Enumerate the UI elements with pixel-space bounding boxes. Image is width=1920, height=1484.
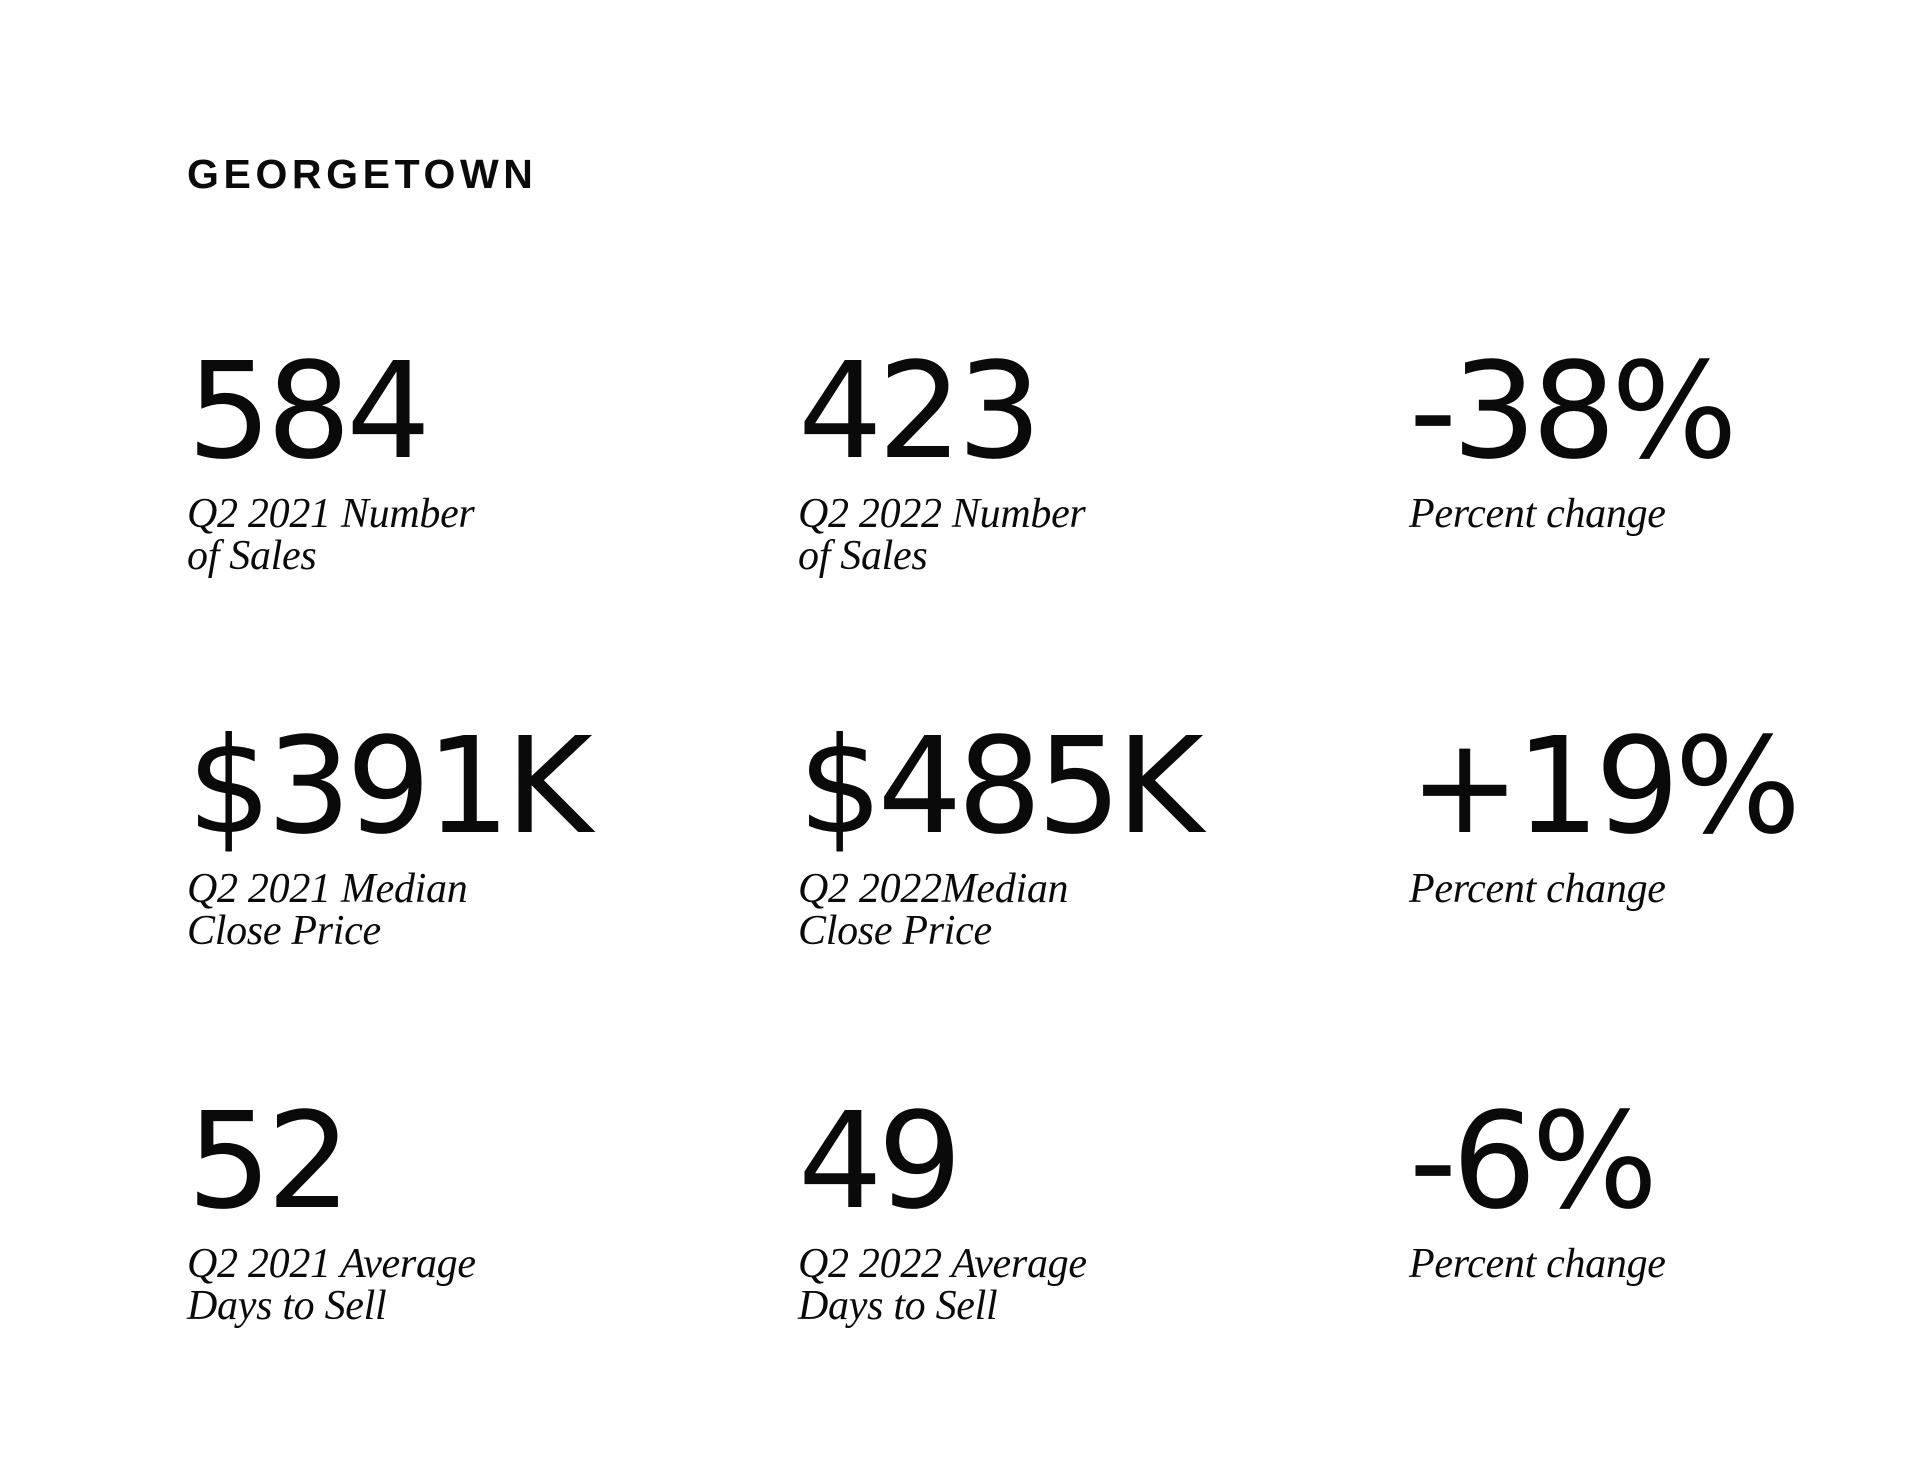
stat-median-price-2022: $485K Q2 2022Median Close Price xyxy=(798,710,1318,954)
stat-label: Q2 2021 Average Days to Sell xyxy=(187,1241,476,1329)
stat-value: 49 xyxy=(798,1085,962,1239)
stat-label: Q2 2021 Median Close Price xyxy=(187,866,468,954)
stat-median-price-2021: $391K Q2 2021 Median Close Price xyxy=(187,710,707,954)
stat-label: Q2 2022 Average Days to Sell xyxy=(798,1241,1087,1329)
stat-sales-2021: 584 Q2 2021 Number of Sales xyxy=(187,335,707,579)
stat-label: Percent change xyxy=(1409,866,1666,912)
stat-label: Q2 2022Median Close Price xyxy=(798,866,1069,954)
stat-label: Percent change xyxy=(1409,491,1666,537)
page-title: GEORGETOWN xyxy=(187,151,538,197)
stat-sales-change: -38% Percent change xyxy=(1409,335,1920,537)
stat-value: 52 xyxy=(187,1085,351,1239)
stat-label: Percent change xyxy=(1409,1241,1666,1287)
stat-value: $485K xyxy=(798,710,1204,864)
stat-median-price-change: +19% Percent change xyxy=(1409,710,1920,912)
stat-value: +19% xyxy=(1409,710,1801,864)
stat-days-to-sell-2022: 49 Q2 2022 Average Days to Sell xyxy=(798,1085,1318,1329)
stat-days-to-sell-change: -6% Percent change xyxy=(1409,1085,1920,1287)
stat-label: Q2 2022 Number of Sales xyxy=(798,491,1086,579)
stat-sales-2022: 423 Q2 2022 Number of Sales xyxy=(798,335,1318,579)
stat-value: $391K xyxy=(187,710,593,864)
stat-value: 423 xyxy=(798,335,1042,489)
stat-value: -38% xyxy=(1409,335,1738,489)
stat-value: -6% xyxy=(1409,1085,1658,1239)
stat-days-to-sell-2021: 52 Q2 2021 Average Days to Sell xyxy=(187,1085,707,1329)
stat-label: Q2 2021 Number of Sales xyxy=(187,491,475,579)
stat-value: 584 xyxy=(187,335,431,489)
